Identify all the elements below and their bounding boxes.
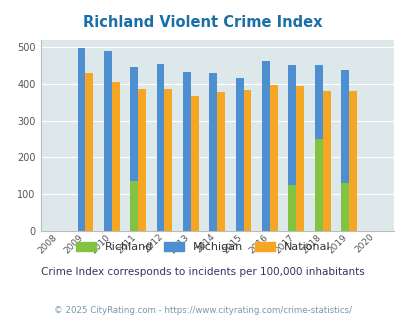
Bar bbox=[130, 67, 138, 231]
Bar bbox=[77, 48, 85, 231]
Bar bbox=[340, 70, 348, 231]
Bar bbox=[156, 63, 164, 231]
Bar bbox=[243, 90, 251, 231]
Text: © 2025 CityRating.com - https://www.cityrating.com/crime-statistics/: © 2025 CityRating.com - https://www.city… bbox=[54, 306, 351, 315]
Bar bbox=[111, 82, 119, 231]
Bar bbox=[85, 73, 93, 231]
Text: Richland Violent Crime Index: Richland Violent Crime Index bbox=[83, 15, 322, 30]
Bar bbox=[183, 72, 190, 231]
Bar bbox=[340, 183, 348, 231]
Bar bbox=[261, 61, 269, 231]
Bar bbox=[322, 91, 330, 231]
Bar bbox=[138, 88, 146, 231]
Bar bbox=[314, 65, 322, 231]
Bar bbox=[235, 78, 243, 231]
Bar bbox=[288, 185, 296, 231]
Bar bbox=[314, 139, 322, 231]
Bar bbox=[130, 181, 138, 231]
Legend: Richland, Michigan, National: Richland, Michigan, National bbox=[76, 242, 329, 252]
Bar bbox=[217, 92, 224, 231]
Bar bbox=[296, 86, 303, 231]
Text: Crime Index corresponds to incidents per 100,000 inhabitants: Crime Index corresponds to incidents per… bbox=[41, 267, 364, 277]
Bar bbox=[269, 85, 277, 231]
Bar bbox=[288, 65, 296, 231]
Bar bbox=[348, 91, 356, 231]
Bar bbox=[104, 51, 111, 231]
Bar bbox=[209, 73, 217, 231]
Bar bbox=[164, 88, 172, 231]
Bar bbox=[190, 96, 198, 231]
